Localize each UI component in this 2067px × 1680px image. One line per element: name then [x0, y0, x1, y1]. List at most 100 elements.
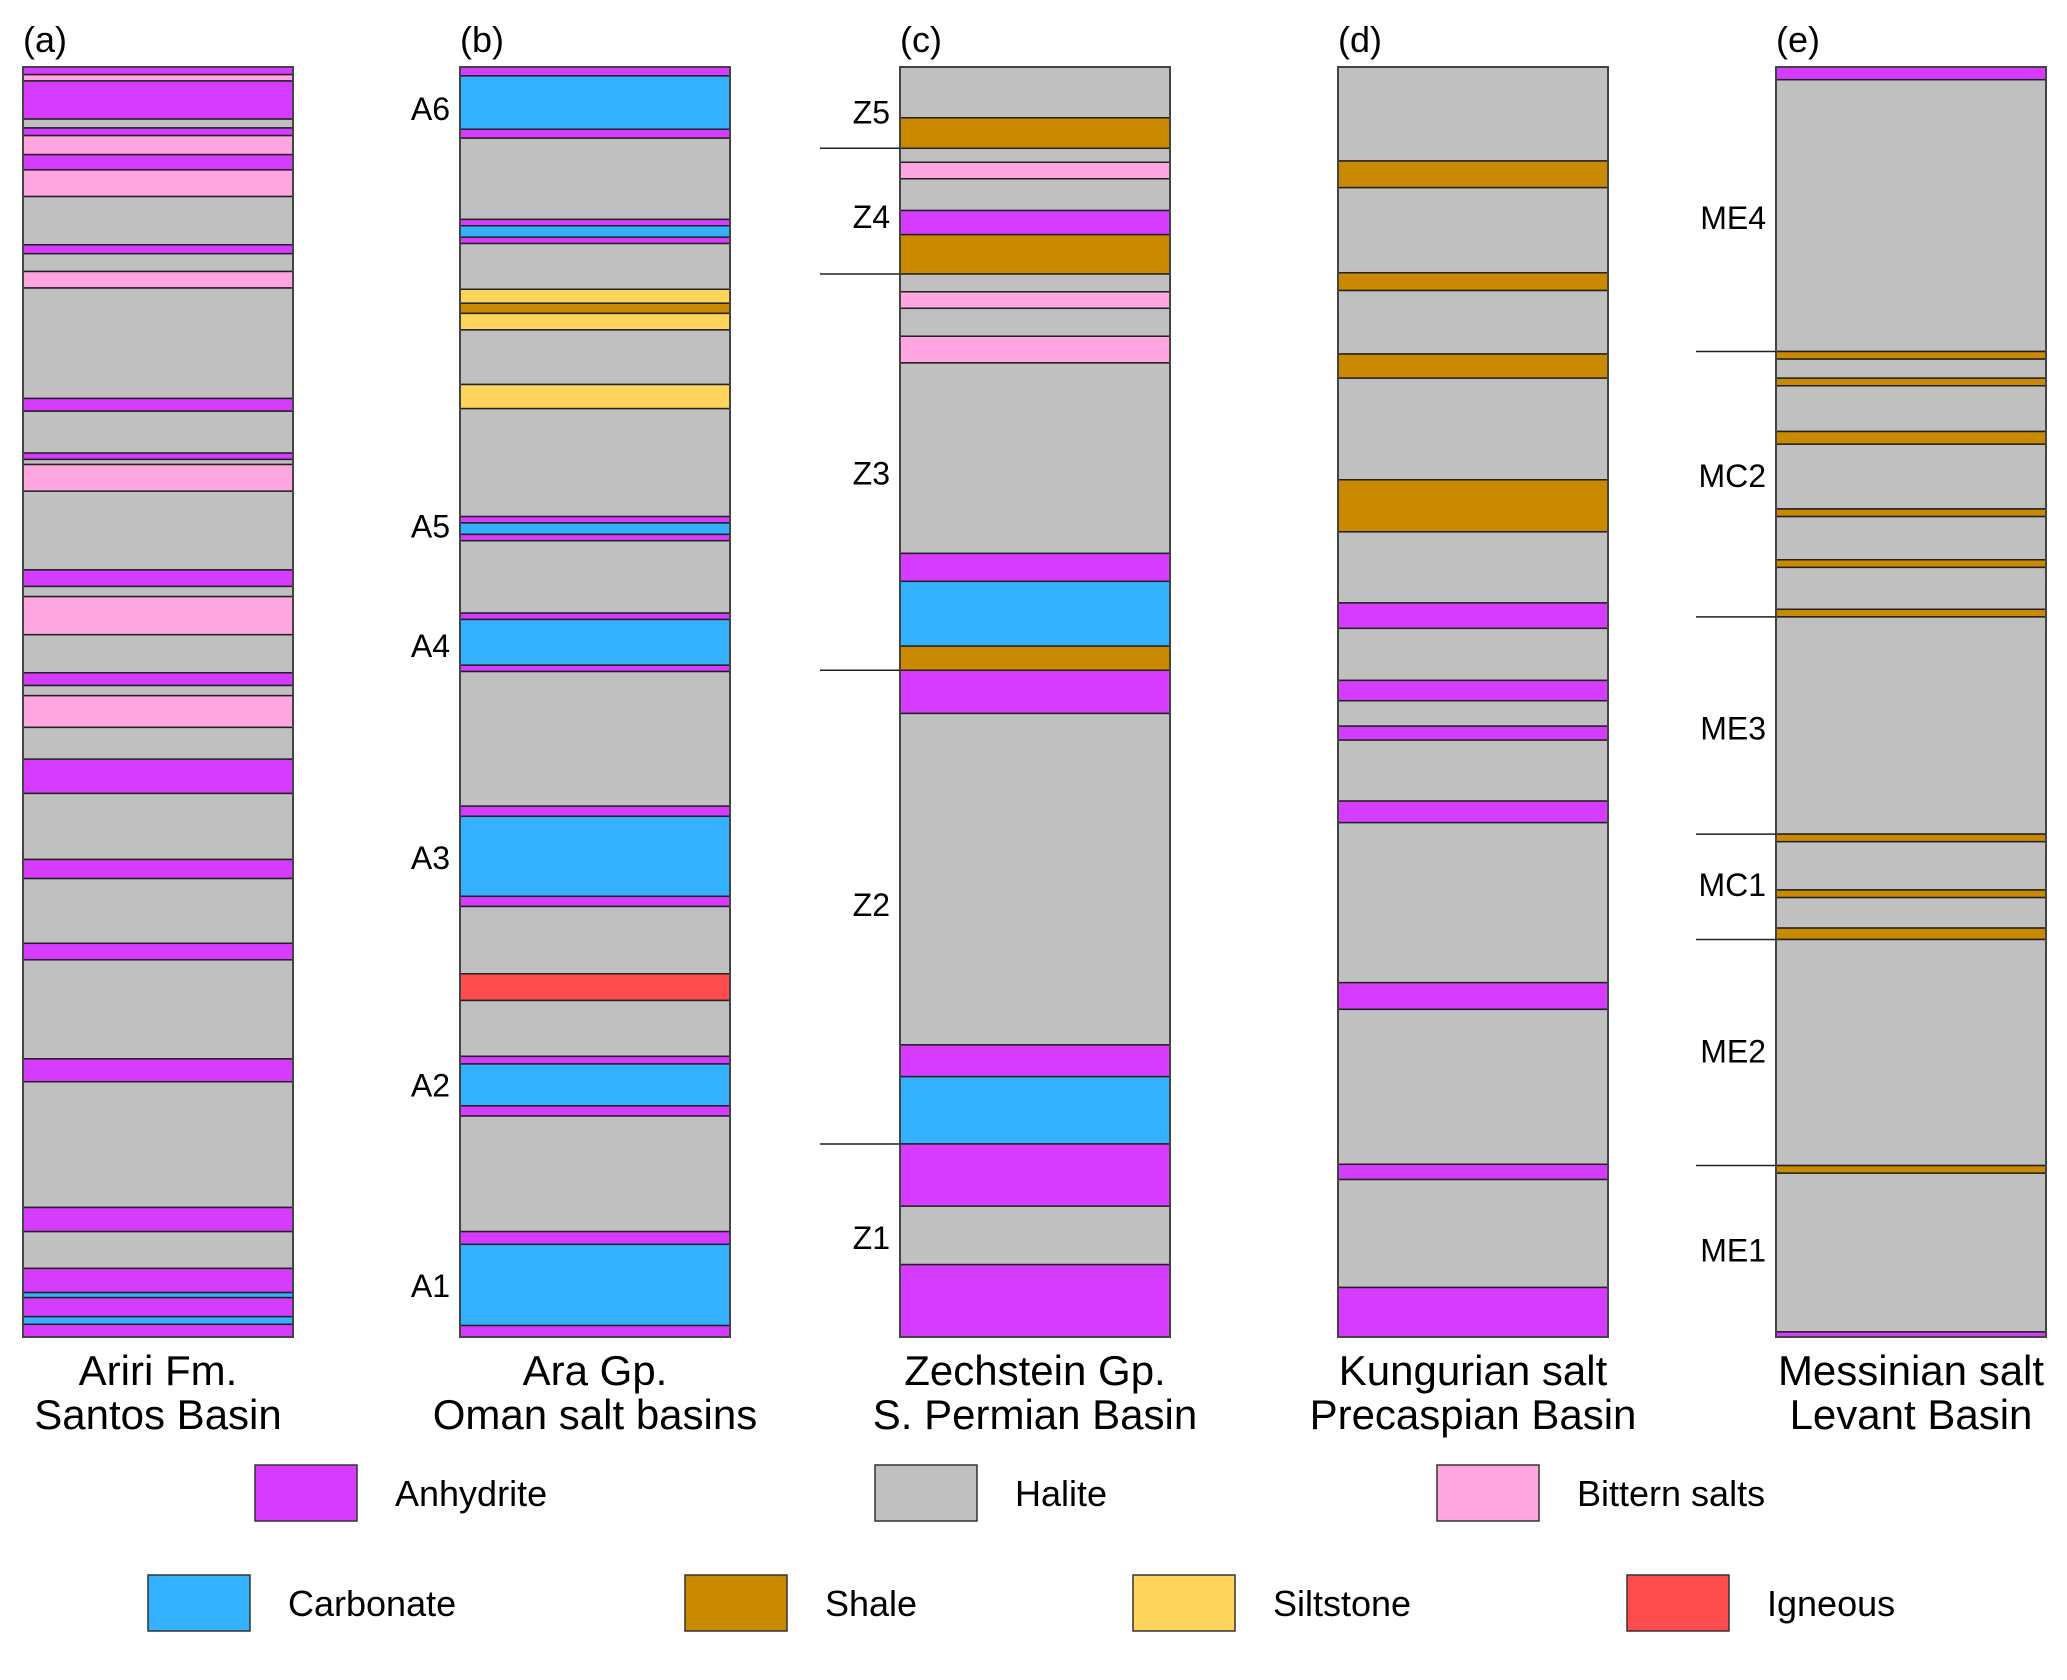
layer-halite — [459, 1115, 731, 1233]
layer-carbonate — [22, 1315, 294, 1326]
layer-carbonate — [22, 1291, 294, 1299]
legend-label: Halite — [1015, 1473, 1107, 1514]
layer-halite — [22, 1230, 294, 1270]
unit-label-a6: A6 — [411, 91, 450, 127]
column-ariri-fm: (a) Ariri Fm.Santos Basin — [22, 19, 294, 1438]
unit-label-me3: ME3 — [1700, 711, 1766, 747]
layer-bittern-salts — [22, 270, 294, 289]
layer-carbonate — [459, 522, 731, 536]
layer-anhydrite — [1337, 679, 1609, 702]
legend-item-igneous: Igneous — [1626, 1574, 1895, 1632]
layer-shale — [459, 302, 731, 315]
layer-halite — [1337, 1008, 1609, 1166]
layer-carbonate — [459, 1063, 731, 1107]
layer-anhydrite — [22, 672, 294, 687]
layer-anhydrite — [22, 858, 294, 880]
layer-anhydrite — [22, 397, 294, 412]
column-frame — [459, 66, 731, 1338]
layer-halite — [459, 407, 731, 518]
unit-label-z1: Z1 — [853, 1220, 890, 1256]
column-title-line1: Kungurian salt — [1339, 1347, 1608, 1394]
legend-label: Shale — [825, 1583, 917, 1624]
legend-item-shale: Shale — [684, 1574, 917, 1632]
unit-label-a2: A2 — [411, 1068, 450, 1104]
layer-anhydrite — [899, 1044, 1171, 1078]
layer-anhydrite — [22, 1323, 294, 1338]
layer-anhydrite — [1337, 602, 1609, 630]
layer-halite — [22, 726, 294, 760]
layer-siltstone — [459, 312, 731, 331]
column-title-line1: Messinian salt — [1778, 1347, 2044, 1394]
column-title-line2: Santos Basin — [34, 1391, 282, 1438]
layer-halite — [459, 999, 731, 1058]
layer-anhydrite — [1337, 1163, 1609, 1181]
legend-label: Anhydrite — [395, 1473, 547, 1514]
column-title-line2: Precaspian Basin — [1310, 1391, 1637, 1438]
layer-carbonate — [459, 1243, 731, 1327]
column-title-line1: Zechstein Gp. — [904, 1347, 1165, 1394]
layer-anhydrite — [22, 1267, 294, 1294]
layer-anhydrite — [459, 1105, 731, 1117]
layer-halite — [459, 242, 731, 290]
legend-swatch-halite — [874, 1464, 978, 1522]
legend-label: Igneous — [1767, 1583, 1895, 1624]
layer-halite — [22, 585, 294, 598]
layer-shale — [1337, 271, 1609, 292]
layer-halite — [459, 329, 731, 386]
layer-anhydrite — [459, 805, 731, 818]
layer-bittern-salts — [22, 694, 294, 729]
unit-label-z5: Z5 — [853, 95, 890, 131]
layer-shale — [1775, 927, 2047, 941]
layer-halite — [1775, 566, 2047, 611]
panel-letter: (e) — [1776, 19, 1820, 60]
layer-halite — [899, 712, 1171, 1046]
columns-group: (a) Ariri Fm.Santos Basin (b) A6 A5 A4 A3 A2 A1 A… — [22, 19, 2047, 1438]
layer-halite — [22, 490, 294, 571]
layer-anhydrite — [1337, 981, 1609, 1011]
layer-anhydrite — [22, 153, 294, 171]
column-title-line1: Ariri Fm. — [79, 1347, 238, 1394]
layer-siltstone — [459, 288, 731, 304]
layer-anhydrite — [22, 1058, 294, 1083]
layer-bittern-salts — [899, 161, 1171, 180]
layer-bittern-salts — [22, 134, 294, 156]
layer-anhydrite — [899, 669, 1171, 715]
unit-label-a4: A4 — [411, 628, 450, 664]
layer-siltstone — [459, 383, 731, 410]
layer-shale — [1775, 608, 2047, 618]
layer-anhydrite — [459, 533, 731, 542]
layer-shale — [1775, 559, 2047, 569]
layer-anhydrite — [22, 80, 294, 120]
layer-halite — [899, 66, 1171, 119]
panel-letter: (d) — [1338, 19, 1382, 60]
layer-carbonate — [899, 1075, 1171, 1145]
layer-anhydrite — [1337, 800, 1609, 824]
layer-halite — [22, 959, 294, 1060]
layer-halite — [899, 273, 1171, 293]
legend-swatch-siltstone — [1132, 1574, 1236, 1632]
layer-anhydrite — [22, 1206, 294, 1233]
panel-letter: (b) — [460, 19, 504, 60]
unit-label-z4: Z4 — [853, 199, 890, 235]
column-title-line2: Oman salt basins — [433, 1391, 757, 1438]
layer-anhydrite — [459, 664, 731, 673]
column-title-line2: Levant Basin — [1790, 1391, 2033, 1438]
layer-bittern-salts — [22, 73, 294, 82]
layer-carbonate — [459, 225, 731, 238]
layer-halite — [1775, 616, 2047, 835]
unit-label-a1: A1 — [411, 1268, 450, 1304]
layer-shale — [1775, 889, 2047, 899]
layer-anhydrite — [899, 209, 1171, 236]
legend-label: Bittern salts — [1577, 1473, 1765, 1514]
layer-anhydrite — [22, 1296, 294, 1318]
column-title-line1: Ara Gp. — [523, 1347, 668, 1394]
layer-halite — [1337, 186, 1609, 274]
layer-anhydrite — [459, 66, 731, 77]
layer-anhydrite — [459, 128, 731, 139]
legend-swatch-carbonate — [147, 1574, 251, 1632]
layer-shale — [899, 645, 1171, 671]
layer-bittern-salts — [899, 291, 1171, 310]
layer-anhydrite — [459, 1055, 731, 1065]
layer-anhydrite — [22, 942, 294, 961]
